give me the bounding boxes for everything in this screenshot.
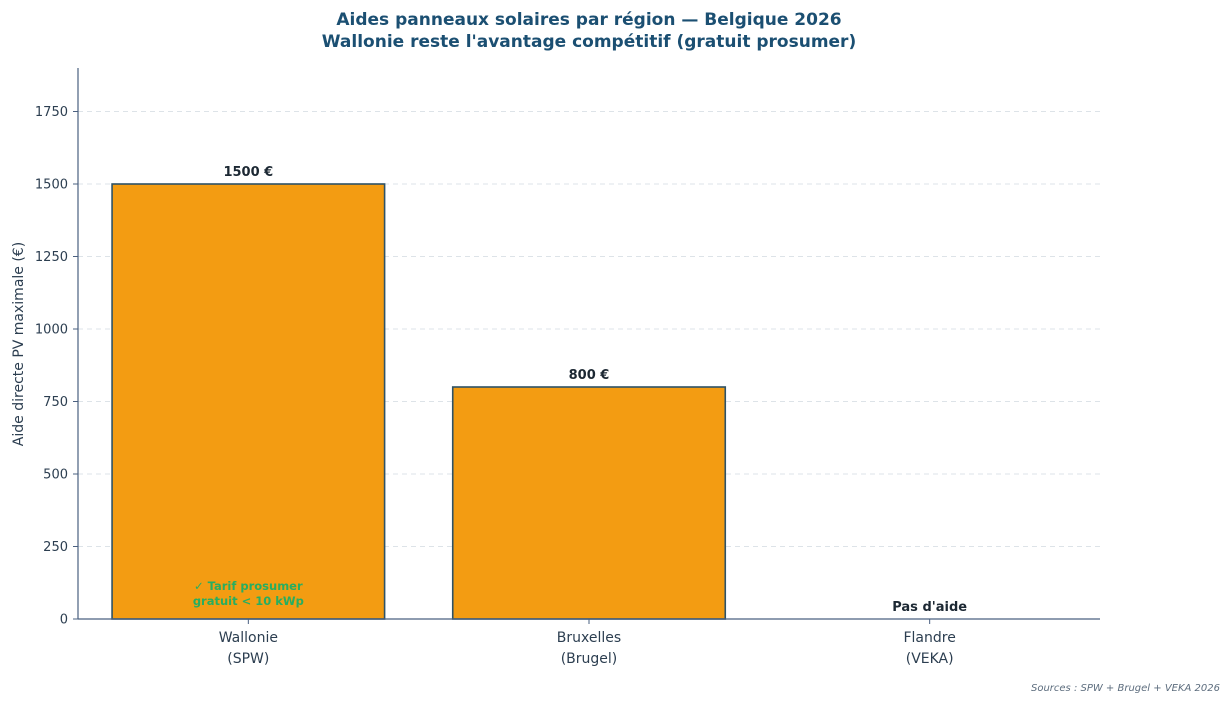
y-tick-label: 750 [43,395,68,410]
source-note: Sources : SPW + Brugel + VEKA 2026 [1031,683,1220,694]
bar-wallonie [111,183,386,620]
x-tick-label: Wallonie [219,630,278,646]
chart-title: Aides panneaux solaires par région — Bel… [336,10,841,30]
x-tick-label: Flandre [903,630,955,646]
bars [111,183,727,620]
bar-bruxelles [451,386,727,620]
y-tick-label: 0 [60,613,68,628]
x-tick-label-sub: (SPW) [227,651,269,667]
y-tick-label: 1000 [35,323,68,338]
data-label: 1500 € [223,165,273,180]
x-tick-label-sub: (VEKA) [906,651,954,667]
x-tick-label-sub: (Brugel) [561,651,618,667]
x-tick-label: Bruxelles [557,630,621,646]
labels: Wallonie (SPW) 1500 € Bruxelles (Brugel) 800 … [193,165,967,667]
y-tick-label: 500 [43,468,68,483]
axes: 0 250 500 750 1000 1250 1500 1750 [35,68,1100,628]
data-label: Pas d'aide [892,600,967,615]
chart-subtitle: Wallonie reste l'avantage compétitif (gr… [322,32,856,52]
y-tick-label: 1500 [35,178,68,193]
annotation-line-2: gratuit < 10 kWp [193,594,304,608]
y-tick-label: 1250 [35,250,68,265]
y-tick-label: 1750 [35,105,68,120]
y-axis-label: Aide directe PV maximale (€) [11,242,27,446]
annotation-line-1: ✓ Tarif prosumer [194,579,303,593]
y-tick-label: 250 [43,540,68,555]
data-label: 800 € [569,368,610,383]
